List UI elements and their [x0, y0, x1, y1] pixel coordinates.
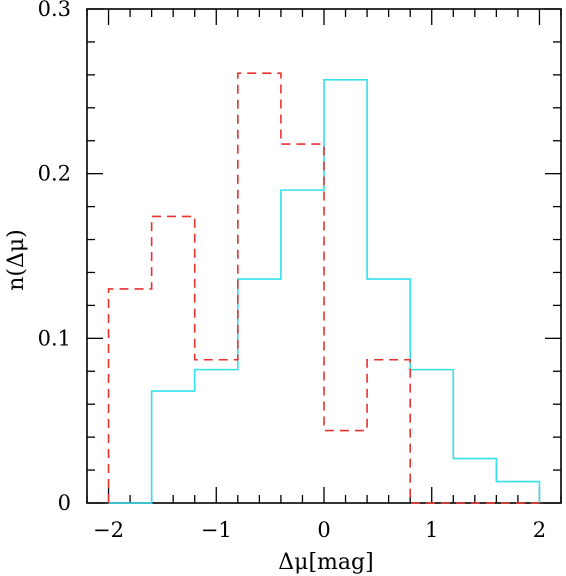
x-axis-label: Δμ[mag] [278, 550, 373, 575]
y-tick-label: 0.2 [38, 162, 71, 186]
x-tick-label: −1 [201, 518, 232, 542]
y-tick-label: 0.3 [38, 0, 71, 21]
solid-histogram-series [108, 79, 541, 504]
y-tick-labels: 0 0.1 0.2 0.3 [38, 0, 71, 515]
y-axis-label: n(Δμ) [4, 229, 29, 291]
y-tick-label: 0 [58, 491, 71, 515]
series-group [107, 72, 541, 504]
y-tick-label: 0.1 [38, 326, 71, 350]
x-tick-label: 0 [317, 518, 330, 542]
x-tick-label: −2 [93, 518, 124, 542]
x-tick-label: 1 [425, 518, 438, 542]
axis-ticks [86, 8, 562, 504]
x-tick-label: 2 [533, 518, 546, 542]
x-tick-labels: −2 −1 0 1 2 [93, 518, 546, 542]
